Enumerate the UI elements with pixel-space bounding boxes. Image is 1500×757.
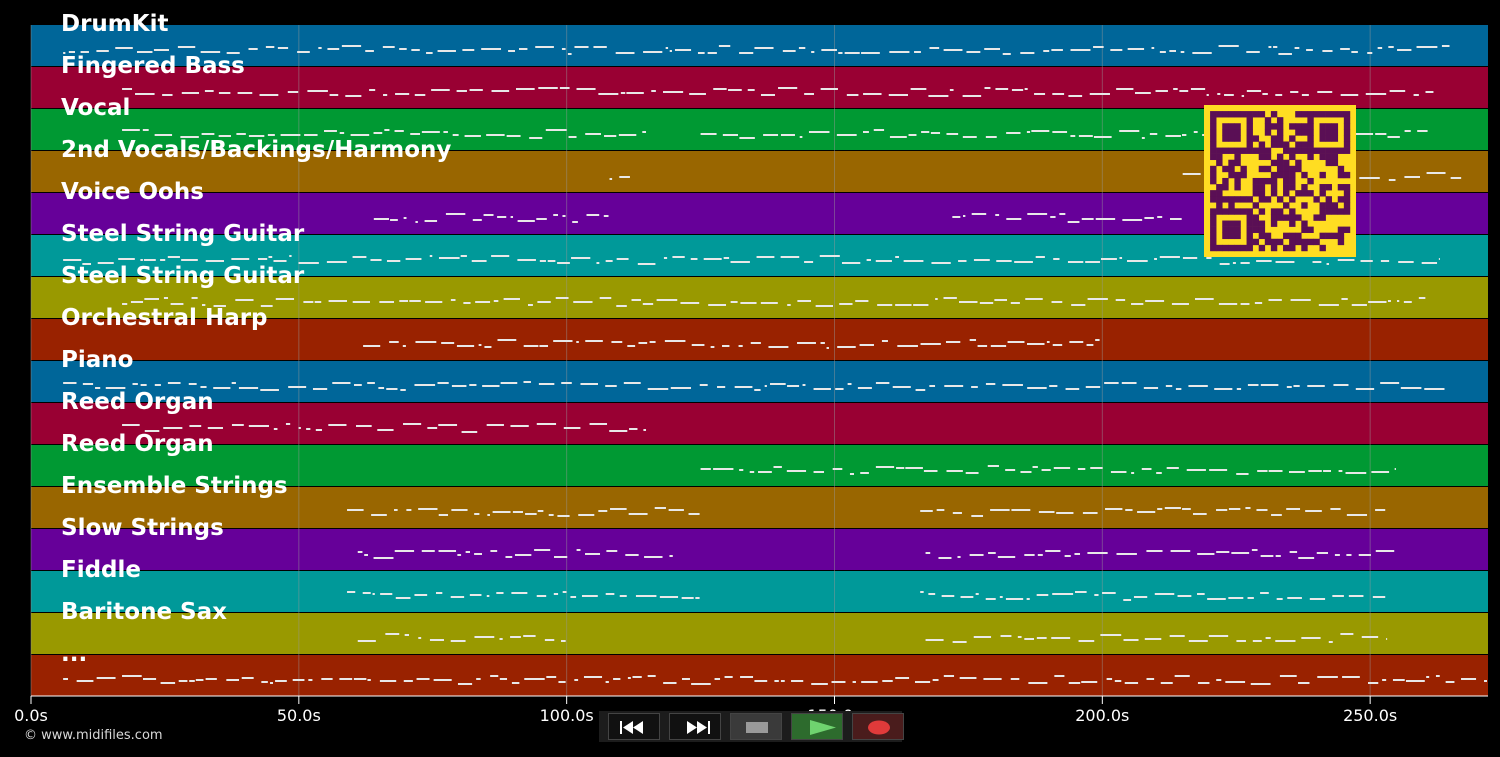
track-label: Fingered Bass [61,53,245,79]
rewind-button[interactable] [608,713,660,740]
track-label: Reed Organ [61,431,214,457]
track-label: Ensemble Strings [61,473,288,499]
track-band [31,277,1488,318]
tick-label: 0.0s [14,706,48,725]
track-label: Orchestral Harp [61,305,268,331]
track-band [31,361,1488,402]
track-band [31,487,1488,528]
tick-label: 250.0s [1343,706,1398,725]
track-label: Slow Strings [61,515,224,541]
rewind-icon [620,721,643,734]
track-label: Reed Organ [61,389,214,415]
track-band [31,529,1488,570]
play-button[interactable] [791,713,843,740]
track-band [31,445,1488,486]
track-band [31,571,1488,612]
track-band [31,319,1488,360]
transport-controls [599,711,904,742]
track-label: ... [61,641,88,667]
track-label: Piano [61,347,134,373]
record-button[interactable] [852,713,904,740]
track-label: DrumKit [61,11,169,37]
copyright-text: © www.midifiles.com [24,728,163,743]
track-band [31,67,1488,108]
track-label: Steel String Guitar [61,263,305,289]
track-label: 2nd Vocals/Backings/Harmony [61,137,452,163]
record-icon [868,720,890,735]
track-label: Baritone Sax [61,599,227,625]
stop-icon [746,722,768,733]
play-icon [810,720,836,735]
track-label: Vocal [61,95,131,121]
tick-label: 200.0s [1075,706,1130,725]
track-band [31,655,1488,696]
qr-code [1204,105,1356,257]
track-label: Fiddle [61,557,142,583]
tick-label: 100.0s [539,706,594,725]
track-band [31,613,1488,654]
stop-button[interactable] [730,713,782,740]
fast-forward-icon [687,721,710,734]
track-band [31,25,1488,66]
track-label: Voice Oohs [61,179,204,205]
fast-forward-button[interactable] [669,713,721,740]
track-band [31,403,1488,444]
track-label: Steel String Guitar [61,221,305,247]
note-layer [63,45,1487,685]
tick-label: 50.0s [276,706,321,725]
